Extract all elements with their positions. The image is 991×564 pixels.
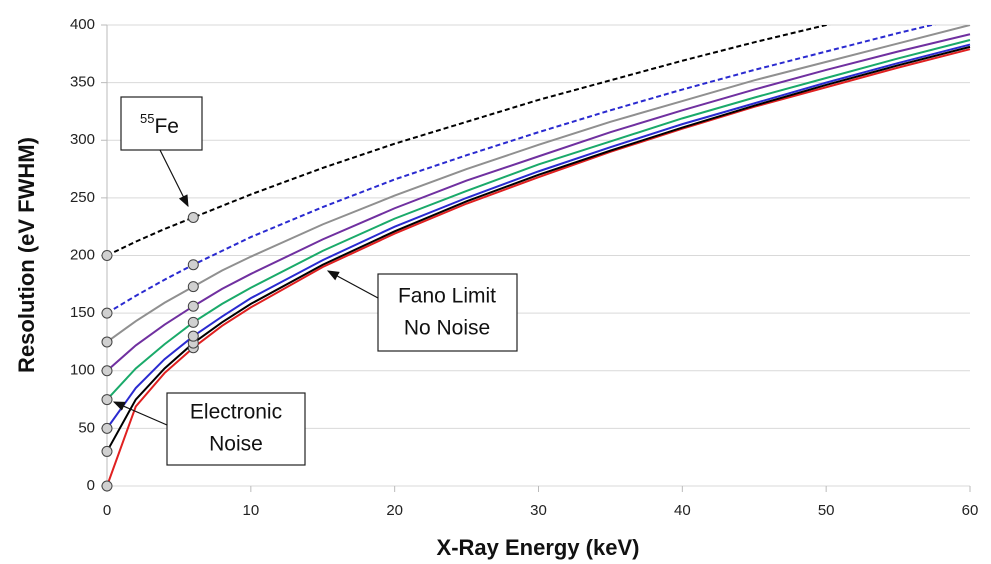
y-tick-label: 250 xyxy=(70,189,95,206)
point-marker xyxy=(187,281,199,293)
point-marker xyxy=(187,211,199,223)
point-marker xyxy=(101,365,113,377)
point-marker xyxy=(187,300,199,312)
superscript: 55 xyxy=(140,111,154,126)
series-line xyxy=(106,25,936,314)
x-axis-title: X-Ray Energy (keV) xyxy=(437,535,640,560)
x-tick-label: 20 xyxy=(386,502,403,519)
annotation: 55Fe xyxy=(140,111,179,137)
point-marker xyxy=(101,307,113,319)
series-line xyxy=(106,33,971,372)
annotation-box xyxy=(120,96,203,151)
arrow xyxy=(159,149,189,208)
x-tick-label: 0 xyxy=(103,502,111,519)
series-line xyxy=(106,43,971,429)
annotation-box xyxy=(377,273,518,352)
point-marker xyxy=(101,394,113,406)
annotation-text: Fe xyxy=(154,115,179,138)
arrow xyxy=(326,270,379,299)
series-line xyxy=(106,25,831,257)
y-tick-label: 150 xyxy=(70,304,95,321)
y-axis-title: Resolution (eV FWHM) xyxy=(14,137,39,373)
y-tick-label: 350 xyxy=(70,74,95,91)
series-line xyxy=(106,25,971,343)
x-tick-label: 30 xyxy=(530,502,547,519)
arrow xyxy=(112,401,168,426)
annotation-box xyxy=(166,392,306,466)
series-line xyxy=(106,48,971,487)
series-line xyxy=(106,45,971,452)
point-marker xyxy=(101,480,113,492)
x-tick-label: 40 xyxy=(674,502,691,519)
point-marker xyxy=(101,336,113,348)
point-marker xyxy=(101,422,113,434)
annotation: Electronic xyxy=(190,401,282,424)
annotation: Fano Limit xyxy=(398,285,496,308)
x-tick-label: 10 xyxy=(242,502,259,519)
y-tick-label: 400 xyxy=(70,16,95,33)
y-tick-label: 0 xyxy=(87,477,95,494)
y-tick-label: 50 xyxy=(78,419,95,436)
point-marker xyxy=(101,250,113,261)
point-marker xyxy=(187,259,199,271)
x-tick-label: 60 xyxy=(962,502,979,519)
point-marker xyxy=(187,330,199,342)
annotation: No Noise xyxy=(404,317,490,340)
y-tick-label: 100 xyxy=(70,362,95,379)
y-tick-label: 300 xyxy=(70,131,95,148)
series-line xyxy=(106,39,971,401)
annotation: Noise xyxy=(209,433,263,456)
x-tick-label: 50 xyxy=(818,502,835,519)
point-marker xyxy=(101,445,113,457)
overlay: 0 50 100 150 200 250 300 350 400 0 10 20 30 40 50 60 xyxy=(70,16,978,519)
plot-area xyxy=(106,25,971,487)
y-tick-label: 200 xyxy=(70,246,95,263)
point-marker xyxy=(187,316,199,328)
